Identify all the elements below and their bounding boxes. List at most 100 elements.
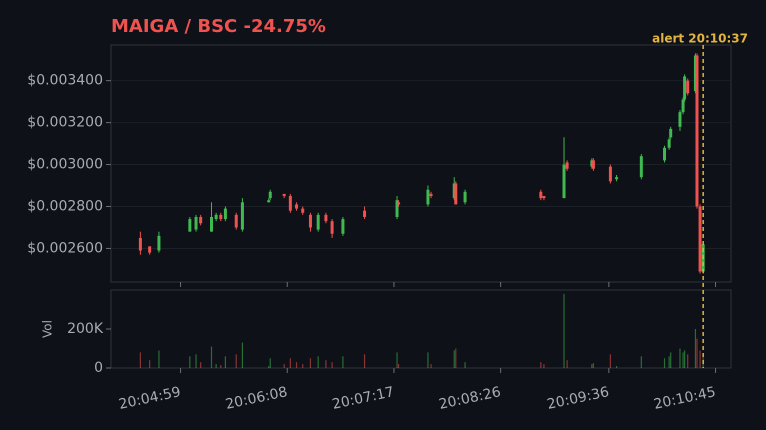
volume-bar	[149, 360, 151, 368]
volume-bar	[427, 352, 429, 368]
volume-bar	[189, 356, 191, 368]
candle-body	[223, 208, 227, 220]
candle-body	[395, 200, 399, 217]
candle-body	[615, 177, 619, 180]
volume-bar	[342, 356, 344, 368]
volume-bar	[464, 362, 466, 368]
volume-bar	[302, 364, 304, 368]
y-tick-label: $0.003400	[27, 73, 103, 89]
candle-body	[429, 193, 433, 197]
volume-bar	[309, 358, 312, 368]
volume-bar	[289, 358, 291, 368]
volume-bar	[668, 356, 670, 368]
candle-body	[209, 216, 213, 232]
volume-bar	[268, 366, 270, 368]
volume-bar	[331, 362, 333, 368]
volume-bar	[543, 364, 545, 368]
volume-axis-label: Vol	[41, 320, 55, 338]
candle-body	[267, 200, 271, 203]
price-panel	[110, 44, 732, 283]
chart-title: MAIGA / BSC -24.75%	[111, 16, 326, 37]
candle-body	[565, 162, 569, 169]
volume-bar	[566, 360, 568, 368]
volume-bar	[640, 356, 642, 368]
candle-body	[667, 139, 671, 148]
volume-bar	[682, 352, 684, 368]
candle-body	[693, 55, 697, 92]
candle-body	[608, 166, 612, 182]
y-tick-label: $0.003200	[27, 115, 103, 131]
volume-bar	[563, 293, 565, 368]
candle-body	[590, 160, 594, 167]
candle-body	[698, 206, 702, 272]
candle-body	[683, 76, 687, 100]
candle-body	[148, 246, 152, 253]
volume-bar	[679, 348, 681, 368]
candle-body	[219, 214, 223, 220]
volume-bar	[684, 350, 686, 368]
volume-bar	[592, 363, 594, 368]
volume-bar	[696, 338, 698, 368]
volume-bar	[615, 366, 618, 368]
candle-body	[268, 191, 272, 199]
candle-body	[199, 216, 203, 224]
volume-bar	[670, 352, 672, 368]
candle-body	[234, 214, 238, 228]
candle-body	[282, 193, 286, 197]
candle-body	[214, 214, 218, 220]
volume-bar	[295, 362, 298, 368]
candle-body	[288, 196, 292, 211]
candle-body	[426, 189, 430, 205]
y-tick-label: $0.003000	[27, 157, 103, 173]
volume-bar	[699, 350, 701, 368]
candle-body	[194, 216, 198, 230]
candle-body	[454, 183, 458, 205]
candle-body	[301, 208, 305, 213]
volume-bar	[139, 352, 141, 368]
candle-body	[669, 128, 673, 138]
volume-bar	[455, 348, 457, 368]
volume-bar	[200, 362, 202, 368]
candle-body	[452, 183, 456, 199]
volume-bar	[430, 364, 432, 368]
candle-body	[308, 214, 312, 228]
candle-body	[295, 204, 299, 209]
candle-body	[639, 156, 643, 178]
volume-bar	[195, 354, 197, 368]
volume-bar	[241, 342, 244, 368]
alert-label: alert 20:10:37	[652, 32, 748, 46]
candle-body	[562, 164, 566, 199]
candle-body	[591, 160, 595, 169]
candle-body	[157, 235, 161, 251]
volume-bar	[158, 350, 160, 368]
candle-body	[463, 191, 467, 203]
volume-bar	[397, 364, 400, 368]
volume-bar	[317, 356, 319, 368]
y-tick-label: $0.002600	[27, 240, 103, 256]
candle-body	[341, 219, 345, 234]
volume-y-tick-label: 200K	[67, 321, 104, 337]
candle-body	[542, 196, 546, 199]
candle-body	[663, 147, 667, 161]
volume-bar	[235, 354, 237, 368]
volume-bar	[540, 362, 542, 368]
volume-bar	[453, 350, 455, 368]
volume-bar	[269, 358, 271, 368]
volume-bar	[609, 354, 612, 368]
volume-bar	[396, 352, 398, 368]
volume-bar	[220, 365, 222, 368]
candle-body	[188, 219, 192, 232]
volume-bar	[283, 364, 285, 368]
volume-bar	[363, 354, 366, 368]
volume-bar	[210, 346, 213, 368]
candle-body	[324, 214, 328, 222]
candle-body	[363, 210, 367, 217]
volume-bar	[694, 329, 697, 368]
volume-bar	[325, 360, 327, 368]
candle-body	[686, 80, 690, 94]
volume-y-tick-label: 0	[94, 360, 103, 376]
candle-body	[316, 214, 320, 230]
candle-body	[240, 202, 244, 230]
